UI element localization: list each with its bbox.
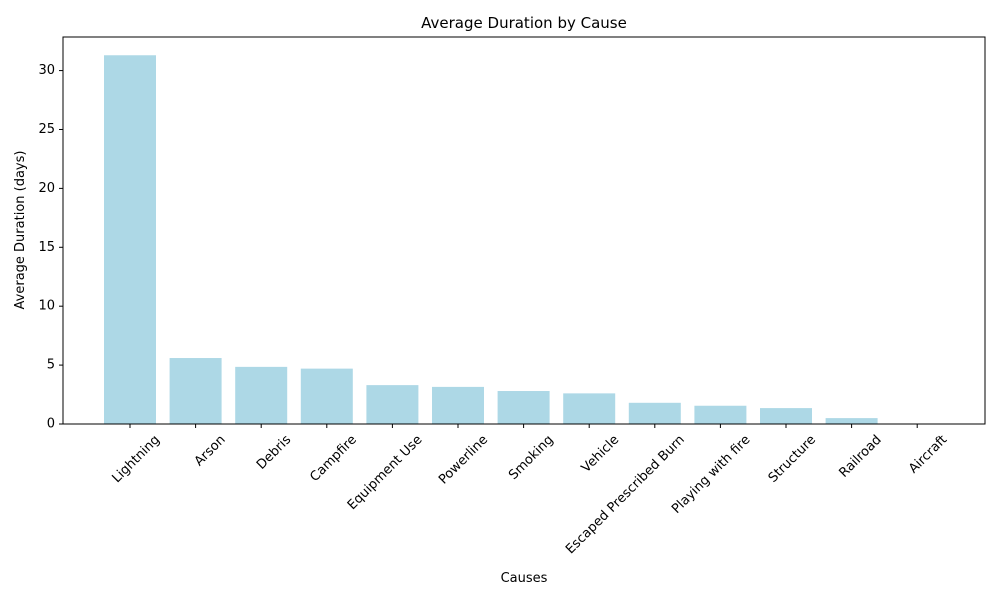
chart-title: Average Duration by Cause — [421, 14, 627, 32]
x-tick-label-debris: Debris — [254, 432, 294, 472]
bar-arson — [169, 358, 222, 424]
y-tick-label: 10 — [38, 299, 55, 314]
y-axis-ticks: 0 5 10 15 20 25 30 — [38, 63, 63, 432]
bar-smoking — [497, 391, 550, 424]
y-tick-label: 0 — [47, 417, 55, 432]
y-tick-label: 5 — [47, 358, 55, 373]
x-tick-label-campfire: Campfire — [307, 432, 359, 484]
bar-lightning — [104, 55, 156, 424]
bar-campfire — [300, 368, 353, 424]
x-tick-label-powerline: Powerline — [436, 432, 491, 487]
y-axis-label: Average Duration (days) — [13, 151, 28, 310]
bar-playing-with-fire — [694, 405, 747, 424]
bars-group — [104, 55, 878, 424]
x-tick-label-smoking: Smoking — [506, 432, 557, 483]
y-tick-label: 20 — [38, 181, 55, 196]
x-tick-label-arson: Arson — [192, 432, 229, 469]
y-tick-label: 30 — [38, 63, 55, 78]
x-tick-label-railroad: Railroad — [836, 432, 884, 480]
bar-vehicle — [563, 393, 616, 424]
plot-frame — [62, 36, 986, 425]
bar-railroad — [825, 418, 878, 424]
bar-debris — [235, 366, 288, 424]
bar-escaped-prescribed-burn — [628, 402, 681, 424]
x-tick-label-lightning: Lightning — [109, 432, 163, 486]
x-axis-label: Causes — [501, 571, 548, 586]
y-tick-label: 15 — [38, 240, 55, 255]
bar-powerline — [432, 386, 484, 424]
x-tick-label-escaped-prescribed-burn: Escaped Prescribed Burn — [563, 432, 688, 557]
x-tick-label-vehicle: Vehicle — [579, 432, 622, 475]
bar-equipment-use — [366, 385, 419, 424]
x-tick-label-structure: Structure — [766, 432, 819, 485]
x-tick-label-aircraft: Aircraft — [906, 432, 950, 476]
bar-structure — [760, 408, 812, 424]
y-tick-label: 25 — [38, 122, 55, 137]
